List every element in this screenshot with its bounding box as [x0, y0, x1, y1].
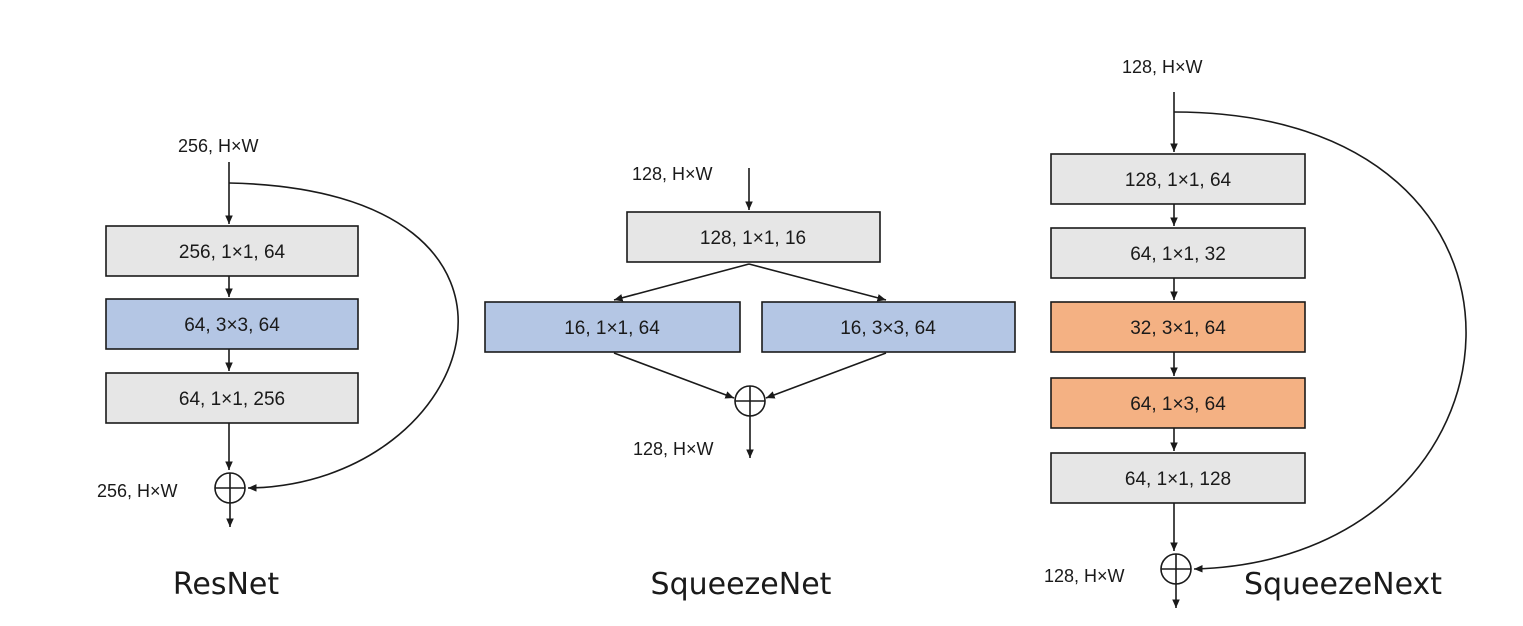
squeezenext-block-5 — [1050, 452, 1306, 504]
resnet-diagram: 256, H×W 256, 1×1, 64 64, 3×3, 64 64, 1×… — [97, 136, 459, 602]
squeezenext-block-2 — [1050, 227, 1306, 279]
resnet-block-3-label: 64, 1×1, 256 — [179, 389, 285, 410]
squeezenet-split-left-arrow — [613, 263, 750, 302]
squeezenext-block-1 — [1050, 153, 1306, 205]
resnet-caption: ResNet — [173, 567, 279, 602]
squeezenet-expand-right-label: 16, 3×3, 64 — [840, 318, 936, 339]
squeezenet-diagram: 128, H×W 128, 1×1, 16 16, 1×1, 64 16, 3×… — [484, 164, 1016, 602]
squeezenet-merge-right-arrow — [765, 352, 887, 399]
squeezenet-expand-left-block — [484, 301, 741, 353]
resnet-skip-connection — [228, 182, 459, 492]
squeezenext-diagram: 128, H×W 128, 1×1, 64 64, 1×1, 32 32, 3×… — [1044, 57, 1467, 608]
squeezenext-block-1-label: 128, 1×1, 64 — [1125, 170, 1232, 191]
squeezenet-merge-left-arrow — [613, 352, 735, 399]
squeezenext-add-icon — [1160, 553, 1192, 585]
squeezenet-output-label: 128, H×W — [633, 439, 714, 459]
squeezenet-squeeze-block — [626, 211, 881, 263]
squeezenext-block-5-label: 64, 1×1, 128 — [1125, 469, 1231, 490]
squeezenext-block-3-label: 32, 3×1, 64 — [1130, 318, 1226, 339]
resnet-block-1 — [105, 225, 359, 277]
squeezenet-squeeze-label: 128, 1×1, 16 — [700, 228, 806, 249]
squeezenext-block-3 — [1050, 301, 1306, 353]
squeezenext-output-label: 128, H×W — [1044, 566, 1125, 586]
squeezenext-block-4 — [1050, 377, 1306, 429]
squeezenext-block-2-label: 64, 1×1, 32 — [1130, 244, 1226, 265]
squeezenet-split-right-arrow — [748, 263, 887, 302]
squeezenet-input-label: 128, H×W — [632, 164, 713, 184]
squeezenet-caption: SqueezeNet — [651, 567, 832, 602]
resnet-add-icon — [214, 472, 246, 504]
squeezenext-input-label: 128, H×W — [1122, 57, 1203, 77]
resnet-block-1-label: 256, 1×1, 64 — [179, 242, 286, 263]
squeezenext-skip-connection — [1173, 111, 1467, 573]
squeezenext-caption: SqueezeNext — [1244, 567, 1442, 602]
squeezenext-block-4-label: 64, 1×3, 64 — [1130, 394, 1226, 415]
resnet-block-2-label: 64, 3×3, 64 — [184, 315, 280, 336]
resnet-output-label: 256, H×W — [97, 481, 178, 501]
resnet-block-3 — [105, 372, 359, 424]
squeezenet-concat-icon — [734, 385, 766, 417]
squeezenet-expand-left-label: 16, 1×1, 64 — [564, 318, 660, 339]
squeezenet-expand-right-block — [761, 301, 1016, 353]
resnet-input-label: 256, H×W — [178, 136, 259, 156]
resnet-block-2 — [105, 298, 359, 350]
